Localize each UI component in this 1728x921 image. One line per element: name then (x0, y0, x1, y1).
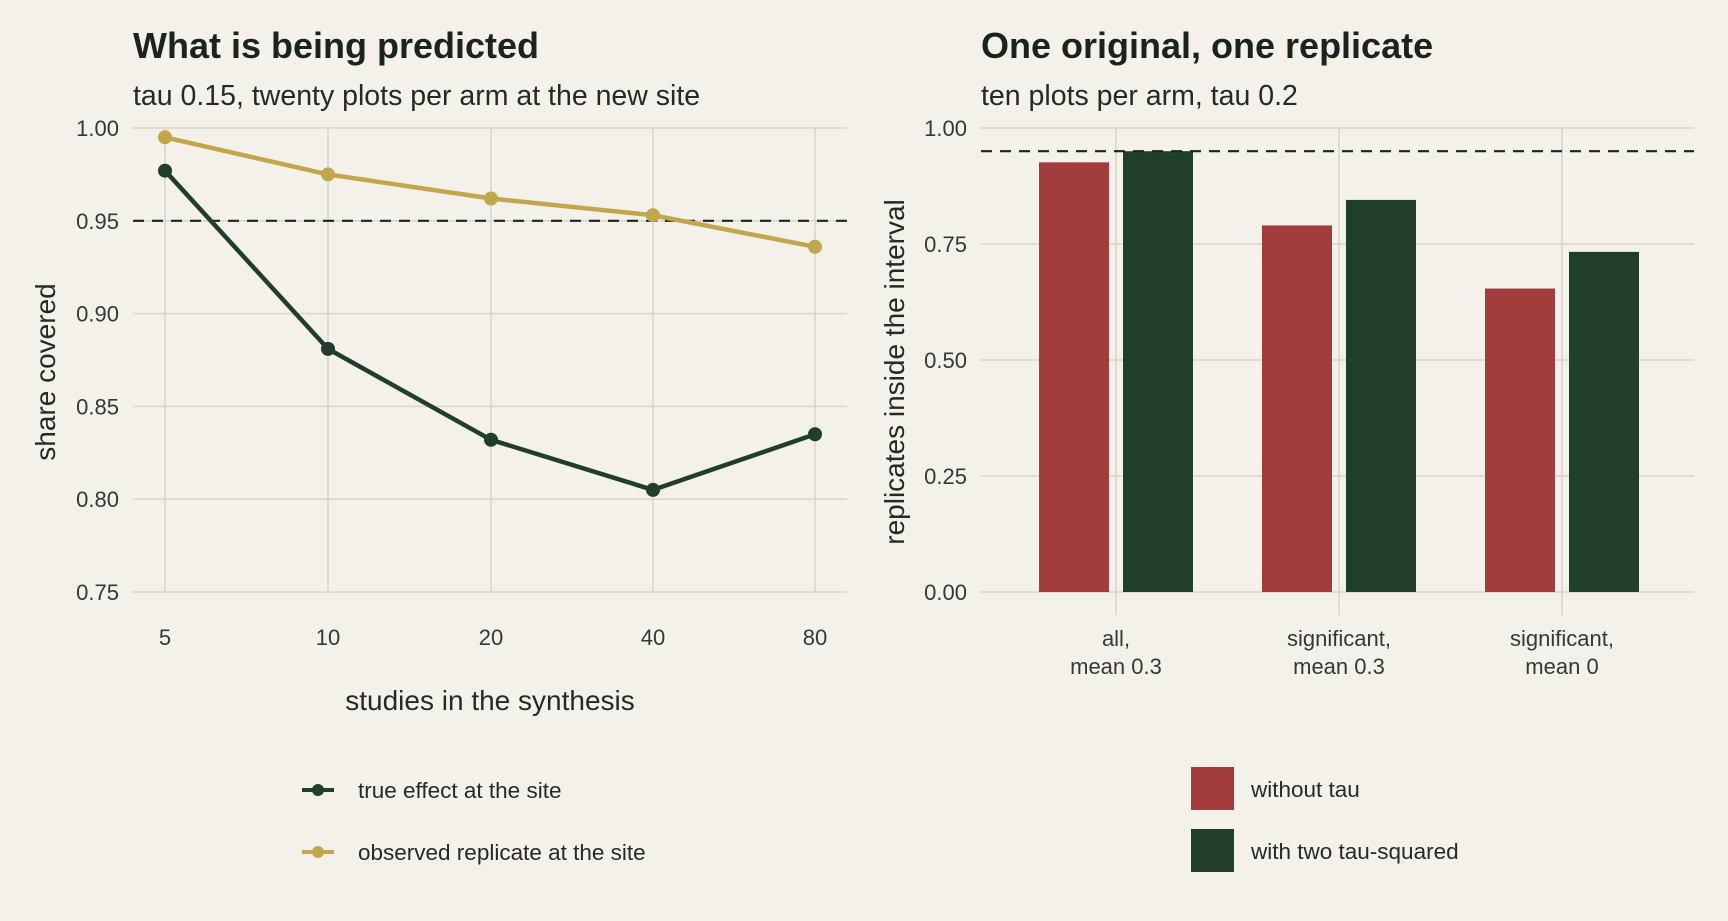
left-x-tick-80: 80 (803, 625, 827, 650)
right-chart-panel: One original, one replicate ten plots pe… (879, 25, 1694, 872)
right-chart-title: One original, one replicate (981, 25, 1433, 66)
bar-without-tau-significant-mean-0 (1485, 288, 1555, 592)
legend-label-true-effect: true effect at the site (358, 778, 561, 803)
legend-item-with-two-tau-squared: with two tau-squared (1191, 829, 1459, 872)
left-x-tick-10: 10 (316, 625, 340, 650)
bar-without-tau-significant-mean-0-3 (1262, 225, 1332, 592)
right-y-tick-0-75: 0.75 (924, 232, 967, 257)
bar-with-two-tau-squared-significant-mean-0 (1569, 251, 1639, 592)
right-legend: without tau with two tau-squared (1191, 767, 1459, 872)
legend-key-with-two-tau-squared (1191, 829, 1234, 872)
left-y-axis-title: share covered (30, 283, 61, 460)
legend-key-point-observed-replicate (312, 846, 324, 858)
legend-item-true-effect: true effect at the site (302, 778, 561, 803)
left-chart-panel: What is being predicted tau 0.15, twenty… (30, 25, 847, 865)
legend-item-without-tau: without tau (1191, 767, 1360, 810)
right-bars-group (1039, 151, 1639, 593)
legend-label-with-two-tau-squared: with two tau-squared (1250, 839, 1459, 864)
left-x-tick-5: 5 (159, 625, 171, 650)
point-observed-replicate-at-the-site-40 (646, 208, 660, 223)
right-y-tick-1-00: 1.00 (924, 116, 967, 141)
right-y-tick-0-00: 0.00 (924, 580, 967, 605)
left-y-tick-0-90: 0.90 (76, 302, 119, 327)
bar-with-two-tau-squared-significant-mean-0-3 (1346, 199, 1416, 593)
left-x-tick-labels: 5 10 20 40 80 (159, 625, 827, 650)
right-y-tick-0-25: 0.25 (924, 464, 967, 489)
point-true-effect-at-the-site-10 (321, 341, 335, 356)
left-x-axis-title: studies in the synthesis (345, 685, 635, 716)
left-x-tick-20: 20 (479, 625, 503, 650)
legend-label-observed-replicate: observed replicate at the site (358, 840, 646, 865)
point-observed-replicate-at-the-site-80 (808, 239, 822, 254)
left-legend: true effect at the site observed replica… (302, 778, 646, 865)
left-x-tick-40: 40 (641, 625, 665, 650)
left-y-tick-labels: 0.75 0.80 0.85 0.90 0.95 1.00 (76, 116, 119, 605)
point-true-effect-at-the-site-40 (646, 482, 660, 497)
right-x-tick-significant-mean-0-3: significant, mean 0.3 (1287, 626, 1391, 679)
left-y-tick-1-00: 1.00 (76, 116, 119, 141)
left-y-tick-0-80: 0.80 (76, 487, 119, 512)
point-observed-replicate-at-the-site-5 (158, 130, 172, 145)
point-true-effect-at-the-site-20 (484, 432, 498, 447)
right-y-tick-labels: 0.00 0.25 0.50 0.75 1.00 (924, 116, 967, 605)
right-y-axis-title: replicates inside the interval (879, 199, 910, 545)
right-x-tick-significant-mean-0: significant, mean 0 (1510, 626, 1614, 679)
legend-item-observed-replicate: observed replicate at the site (302, 840, 646, 865)
left-series-group (158, 130, 822, 497)
legend-key-point-true-effect (312, 784, 324, 796)
left-y-tick-0-95: 0.95 (76, 209, 119, 234)
point-observed-replicate-at-the-site-20 (484, 191, 498, 206)
legend-label-without-tau: without tau (1250, 777, 1360, 802)
left-y-tick-0-85: 0.85 (76, 394, 119, 419)
bar-without-tau-all-mean-0-3 (1039, 162, 1109, 592)
bar-with-two-tau-squared-all-mean-0-3 (1123, 151, 1193, 592)
legend-key-without-tau (1191, 767, 1234, 810)
right-x-tick-labels: all, mean 0.3 significant, mean 0.3 signific… (1070, 626, 1614, 679)
right-chart-subtitle: ten plots per arm, tau 0.2 (981, 80, 1298, 112)
point-observed-replicate-at-the-site-10 (321, 167, 335, 182)
point-true-effect-at-the-site-5 (158, 163, 172, 178)
right-y-tick-0-50: 0.50 (924, 348, 967, 373)
right-x-tick-all-mean-0-3: all, mean 0.3 (1070, 626, 1162, 679)
left-chart-title: What is being predicted (133, 25, 539, 66)
point-true-effect-at-the-site-80 (808, 427, 822, 442)
left-y-tick-0-75: 0.75 (76, 580, 119, 605)
left-chart-subtitle: tau 0.15, twenty plots per arm at the ne… (133, 80, 700, 112)
